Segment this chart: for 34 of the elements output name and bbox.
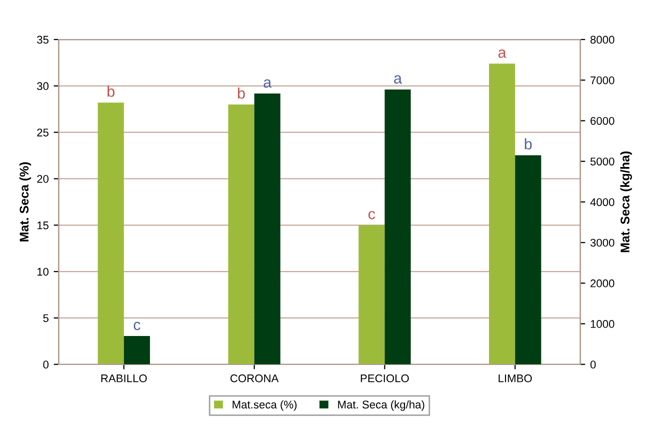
- y-tick-label: 0: [43, 360, 49, 369]
- data-label: b: [238, 87, 245, 99]
- y2-tick-label: 0: [590, 360, 596, 369]
- y2-tick-label: 5000: [590, 158, 614, 166]
- y2-tick-label: 4000: [590, 198, 614, 206]
- y2-tick-label: 3000: [590, 238, 614, 247]
- data-label: c: [368, 210, 376, 220]
- y-tick-label: 5: [43, 314, 48, 322]
- legend-label: Mat.seca (%): [232, 400, 297, 411]
- data-label: b: [524, 138, 532, 150]
- x-tick-label: PECIOLO: [360, 374, 409, 382]
- x-tick-label: RABILLO: [101, 374, 147, 382]
- data-label: c: [134, 322, 140, 330]
- data-label: a: [498, 49, 506, 58]
- data-label: b: [108, 86, 114, 97]
- x-tick-label: LIMBO: [498, 374, 532, 382]
- y-tick-label: 20: [37, 175, 49, 183]
- bar: [124, 336, 150, 364]
- y2-axis-title: Mat. Seca (kg/ha): [620, 152, 632, 252]
- y2-tick-label: 2000: [590, 279, 614, 288]
- x-tick-label: CORONA: [230, 374, 279, 382]
- y2-tick-label: 7000: [590, 76, 614, 84]
- bar: [98, 102, 124, 364]
- y-axis-title: Mat. Seca (%): [19, 162, 32, 242]
- y-tick-label: 25: [37, 128, 48, 136]
- y-tick-label: 15: [37, 222, 48, 230]
- y2-tick-label: 1000: [590, 320, 614, 328]
- y-tick-label: 35: [37, 36, 48, 44]
- y-tick-label: 30: [37, 82, 49, 90]
- y2-tick-label: 6000: [590, 116, 614, 125]
- y-tick-label: 10: [37, 268, 49, 276]
- data-label: a: [394, 75, 402, 84]
- y2-tick-label: 8000: [590, 36, 614, 44]
- legend-label: Mat. Seca (kg/ha): [338, 400, 424, 411]
